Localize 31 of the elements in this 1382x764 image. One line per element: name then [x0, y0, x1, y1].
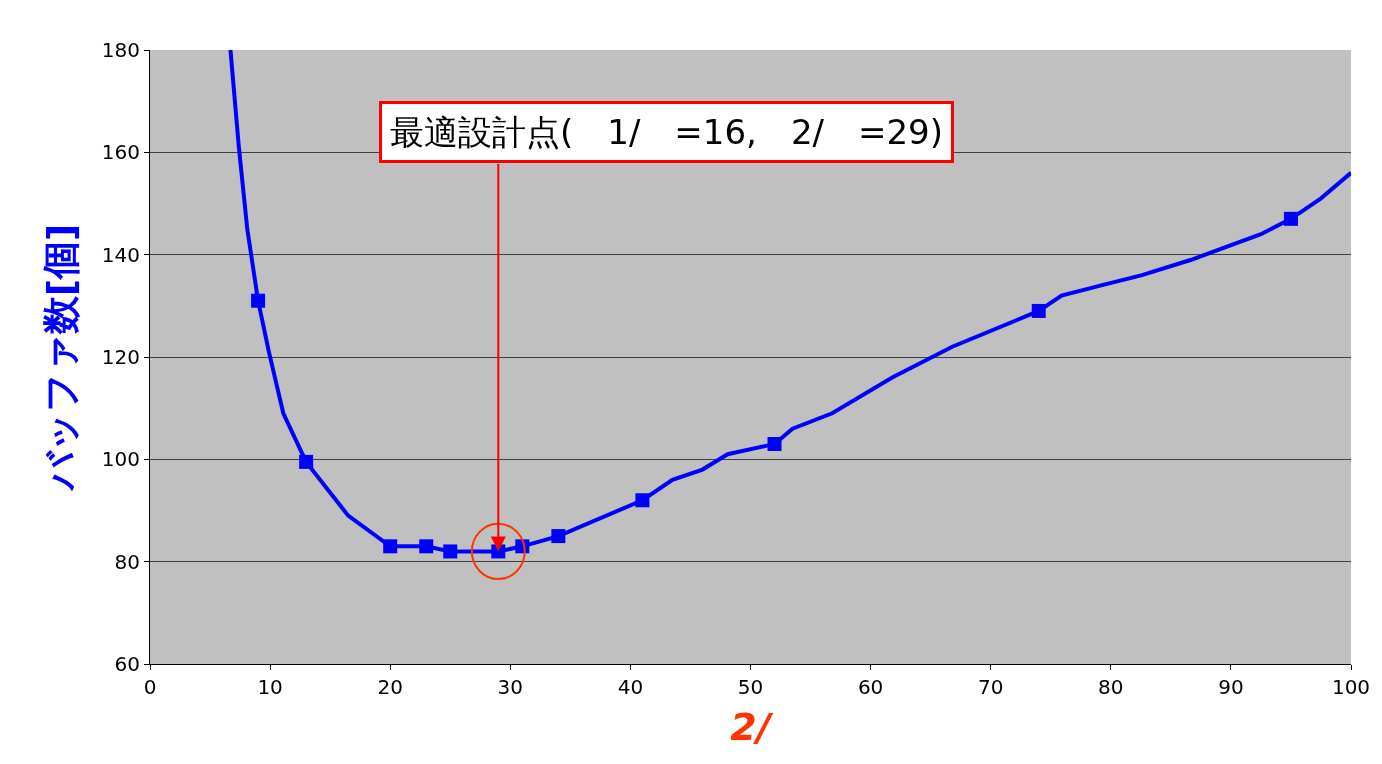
y-axis-title: バッファ数[個]	[39, 223, 84, 493]
annotation: 最適設計点( 1/ =16, 2/ =29)	[390, 112, 944, 152]
x-tick-label: 80	[1098, 675, 1124, 699]
y-tick-label: 160	[101, 140, 140, 165]
point	[383, 539, 398, 554]
x-tick-label: 10	[257, 675, 283, 699]
y-tick-label: 120	[101, 345, 140, 369]
point	[767, 436, 782, 451]
y-tick-label: 80	[114, 549, 140, 574]
x-tick-label: 20	[377, 675, 403, 699]
point	[419, 539, 434, 554]
y-tick-label: 180	[101, 38, 140, 62]
point	[251, 293, 266, 308]
x-tick-label: 90	[1218, 675, 1244, 699]
x-tick-label: 50	[737, 675, 764, 699]
x-tick-label: 60	[857, 675, 884, 699]
x-tick-label: 100	[1331, 675, 1371, 699]
point	[1283, 211, 1298, 226]
x-axis-title: 2/	[730, 705, 774, 750]
x-tick-label: 70	[977, 675, 1004, 699]
x-tick-label: 30	[497, 675, 524, 699]
point	[443, 544, 458, 559]
y-tick-label: 100	[101, 447, 140, 472]
point	[551, 529, 566, 544]
point	[1031, 303, 1046, 318]
y-tick-label: 60	[114, 652, 140, 676]
point	[299, 454, 314, 469]
y-tick-label: 140	[101, 242, 140, 267]
point	[635, 493, 650, 508]
x-tick-label: 40	[617, 675, 644, 699]
x-tick-label: 0	[143, 675, 157, 699]
